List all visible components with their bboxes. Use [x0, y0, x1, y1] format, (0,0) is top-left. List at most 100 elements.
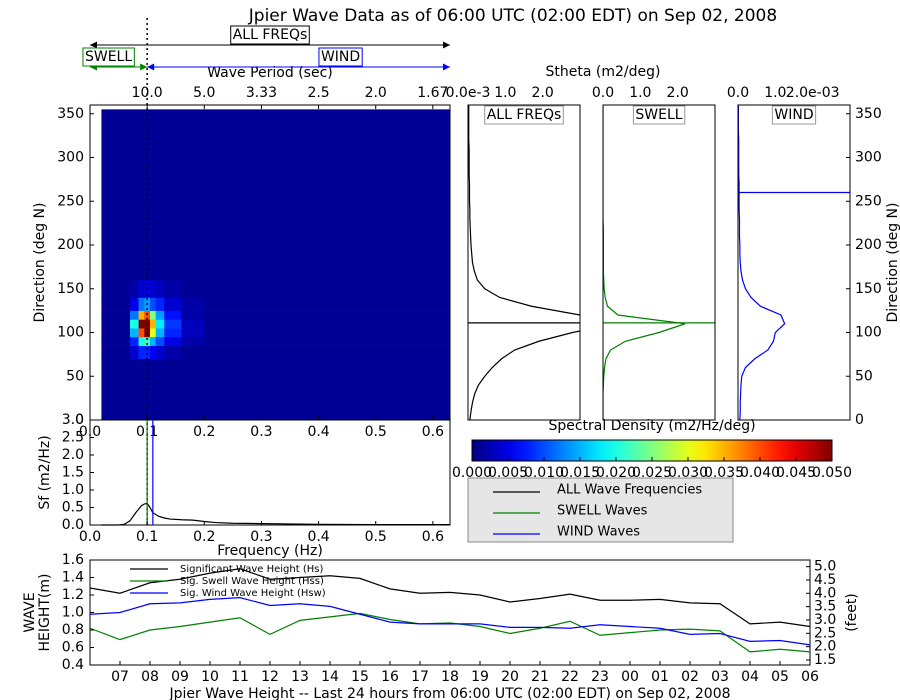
label-box — [771, 105, 817, 125]
y-tick-label: 100 — [855, 325, 882, 341]
legend-label: Sig. Wind Wave Height (Hsw) — [180, 588, 326, 599]
heatmap-cell — [204, 319, 234, 329]
x-tick-label: 1.0 — [494, 85, 516, 101]
y2-tick-label: 2.0 — [814, 639, 836, 655]
y-tick-label: 1.5 — [62, 465, 84, 481]
x-tick-label: 16 — [381, 669, 399, 685]
axes-frame — [602, 104, 716, 421]
x-tick-label: 0.3 — [250, 529, 272, 545]
x-tick-label: 0.0 — [727, 85, 749, 101]
heatmap-cell — [164, 336, 182, 346]
heatmap-cell — [164, 280, 182, 298]
top-axis-label: Stheta (m2/deg) — [546, 64, 661, 80]
heatmap-cell — [138, 297, 145, 311]
heatmap-cell — [155, 319, 165, 329]
y-tick-label: 0 — [855, 412, 864, 428]
annotation: WIND — [321, 49, 360, 65]
y-tick-label: 2.5 — [62, 430, 84, 446]
colorbar-label: Spectral Density (m2/Hz/deg) — [548, 418, 755, 434]
x-tick-label: 0.0 — [592, 85, 614, 101]
profile-line — [468, 105, 580, 420]
annotation: SWELL — [85, 49, 132, 65]
x-tick-label: 0.0 — [79, 529, 101, 545]
heatmap-cell — [232, 328, 451, 338]
heatmap-cell — [155, 297, 165, 311]
heatmap-cell — [150, 280, 157, 298]
y2-tick-label: 1.5 — [814, 652, 836, 668]
y-axis-label: Sf (m2/Hz) — [37, 435, 53, 509]
x-tick-label: 2.0 — [667, 85, 689, 101]
arrow-head — [443, 41, 450, 49]
x-tick-label: 18 — [441, 669, 459, 685]
x-tick-label: 06 — [801, 669, 819, 685]
x-tick-label: 1.0 — [629, 85, 651, 101]
heatmap-cell — [232, 109, 451, 281]
plot-area — [468, 105, 580, 420]
x-tick-label: 0.1 — [136, 529, 158, 545]
x-tick-label: 17 — [411, 669, 429, 685]
heatmap-cell — [164, 297, 182, 311]
heatmap-cell — [164, 358, 182, 421]
y-tick-label: 0.8 — [62, 622, 84, 638]
y-tick-label: 1.0 — [62, 605, 84, 621]
label-box — [230, 25, 310, 45]
heatmap-cell — [150, 328, 157, 338]
heatmap-cell — [155, 109, 165, 281]
heatmap-cell — [164, 328, 182, 338]
arrow-head — [147, 63, 155, 71]
y-tick-label: 350 — [855, 106, 882, 122]
x-tick-label: 0.2 — [193, 424, 215, 440]
heatmap-cell — [232, 319, 451, 329]
heatmap-cell — [181, 336, 205, 346]
heatmap-cell — [138, 319, 145, 329]
series-line — [101, 502, 450, 526]
heatmap-cell — [155, 358, 165, 421]
y2-tick-label: 5.0 — [814, 559, 836, 575]
heatmap-cell — [204, 280, 234, 298]
x-tick-label: 1.0 — [764, 85, 786, 101]
label-box — [484, 105, 564, 125]
x-tick-label: 20 — [501, 669, 519, 685]
heatmap-cell — [232, 358, 451, 421]
x-tick-label: 00 — [621, 669, 639, 685]
heatmap-cell — [101, 328, 131, 338]
heatmap-cell — [150, 345, 157, 360]
heatmap-cell — [144, 328, 151, 338]
x-tick-label: 0.6 — [422, 424, 444, 440]
x-tick-label: 23 — [591, 669, 609, 685]
heatmap-cell — [101, 297, 131, 311]
x-tick-label: 05 — [771, 669, 789, 685]
y-tick-label: 0 — [75, 412, 84, 428]
series-line — [89, 597, 811, 646]
heatmap-cell — [101, 109, 131, 281]
y-tick-label: 100 — [57, 325, 84, 341]
y-tick-label: 3.0 — [62, 412, 84, 428]
x-tick-label: 14 — [321, 669, 339, 685]
heatmap-cell — [130, 310, 139, 320]
x-tick-label: 02 — [681, 669, 699, 685]
arrow-head — [443, 63, 450, 71]
heatmap-cell — [232, 310, 451, 320]
x-tick-label: 2.0e-03 — [786, 85, 840, 101]
heatmap-cell — [138, 310, 145, 320]
plot-area — [738, 105, 850, 420]
y-tick-label: 250 — [57, 193, 84, 209]
heatmap-cell — [101, 319, 131, 329]
y-tick-label: 200 — [855, 237, 882, 253]
y-axis-label: Direction (deg N) — [32, 203, 48, 323]
profile-line — [738, 105, 786, 420]
y-tick-label: 300 — [855, 150, 882, 166]
series-line — [89, 568, 811, 628]
heatmap-cell — [164, 310, 182, 320]
x-tick-label: 15 — [351, 669, 369, 685]
y-tick-label: 1.6 — [62, 552, 84, 568]
y-tick-label: 200 — [57, 237, 84, 253]
heatmap-cell — [150, 109, 157, 281]
series-line — [89, 612, 811, 653]
y-axis-label: WAVE — [22, 592, 38, 632]
y-tick-label: 150 — [57, 281, 84, 297]
heatmap-cell — [144, 345, 151, 360]
heatmap-cell — [138, 345, 145, 360]
